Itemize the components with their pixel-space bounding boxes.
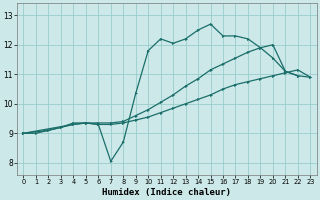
X-axis label: Humidex (Indice chaleur): Humidex (Indice chaleur) [102,188,231,197]
